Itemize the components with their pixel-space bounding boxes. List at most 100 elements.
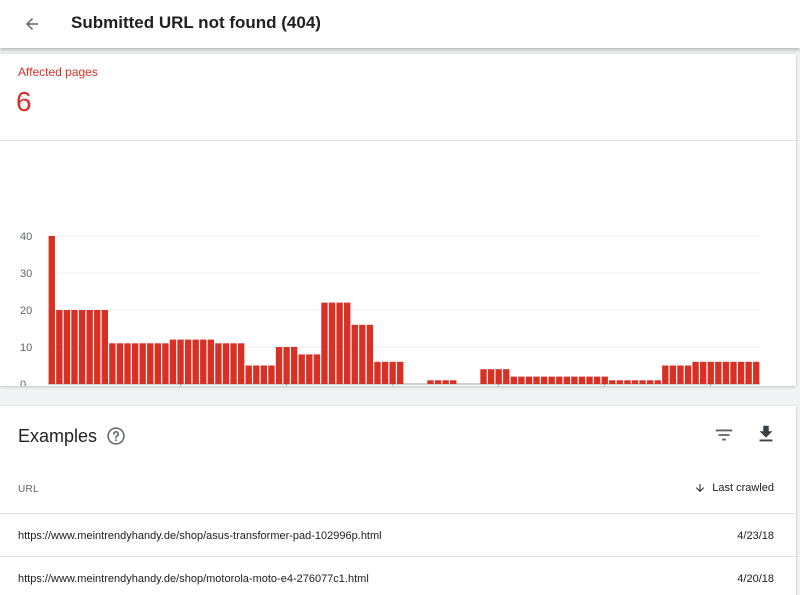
chart-bar[interactable] [71,310,78,384]
chart-bar[interactable] [184,339,192,384]
chart-bar[interactable] [245,365,252,385]
chart-bar[interactable] [609,380,616,384]
chart-bar[interactable] [381,361,389,384]
chart-bar[interactable] [366,324,374,384]
chart-bar[interactable] [700,361,707,384]
chart-bar[interactable] [253,365,260,385]
column-header-last-crawled[interactable]: Last crawled [694,482,774,494]
chart-bar[interactable] [359,324,366,384]
chart-bar[interactable] [230,343,237,384]
chart-bar[interactable] [427,380,434,384]
chart-bar[interactable] [162,343,169,384]
back-button[interactable] [18,10,46,38]
chart-bar[interactable] [86,310,93,384]
download-icon[interactable] [755,423,777,445]
chart-bar[interactable] [616,380,624,384]
chart-bar[interactable] [745,361,752,384]
chart-bar[interactable] [139,343,146,384]
row-url[interactable]: https://www.meintrendyhandy.de/shop/moto… [18,573,369,585]
chart-bar[interactable] [525,376,533,384]
chart-bar[interactable] [344,302,351,384]
chart-bar[interactable] [207,339,215,384]
chart-bar[interactable] [63,310,71,384]
chart-bar[interactable] [94,310,101,384]
chart-bar[interactable] [222,343,230,384]
chart-bar[interactable] [730,361,737,384]
chart-bar[interactable] [109,343,116,384]
chart-bar[interactable] [215,343,222,384]
chart-bar[interactable] [677,365,684,385]
chart-bar[interactable] [684,365,692,385]
chart-bar[interactable] [518,376,525,384]
chart-bar[interactable] [283,347,290,384]
chart-bar[interactable] [540,376,548,384]
chart-bar[interactable] [389,361,396,384]
chart-bar[interactable] [631,380,639,384]
chart-bar[interactable] [707,361,714,384]
chart-bar[interactable] [397,361,404,384]
chart-bar[interactable] [692,361,699,384]
chart-bar[interactable] [480,369,487,384]
chart-bar[interactable] [654,380,661,384]
chart-bar[interactable] [434,380,442,384]
chart-bar[interactable] [571,376,578,384]
chart-bar[interactable] [351,324,358,384]
chart-bar[interactable] [753,361,760,384]
chart-bar[interactable] [646,380,654,384]
chart-bar[interactable] [169,339,177,384]
chart-bar[interactable] [662,365,669,385]
chart-bar[interactable] [200,339,207,384]
chart-bar[interactable] [237,343,245,384]
chart-bar[interactable] [56,310,63,384]
chart-bar[interactable] [556,376,563,384]
chart-bar[interactable] [624,380,631,384]
chart-bar[interactable] [101,310,108,384]
chart-bar[interactable] [578,376,586,384]
chart-bar[interactable] [669,365,677,385]
chart-bar[interactable] [268,365,275,385]
help-circle-icon[interactable] [106,426,126,446]
chart-bar[interactable] [321,302,328,384]
table-row[interactable]: https://www.meintrendyhandy.de/shop/asus… [0,514,796,556]
chart-bar[interactable] [147,343,154,384]
chart-bar[interactable] [533,376,540,384]
chart-bar[interactable] [503,369,510,384]
chart-bar[interactable] [131,343,139,384]
chart-bar[interactable] [290,347,298,384]
chart-bar[interactable] [593,376,601,384]
chart-bar[interactable] [116,343,124,384]
y-tick-label: 20 [20,305,32,317]
chart-bar[interactable] [442,380,449,384]
chart-bar[interactable] [260,365,268,385]
chart-bar[interactable] [563,376,571,384]
chart-bar[interactable] [487,369,495,384]
chart-bar[interactable] [495,369,502,384]
chart-bar[interactable] [715,361,722,384]
chart-bar[interactable] [78,310,86,384]
chart-bar[interactable] [154,343,162,384]
chart-bar[interactable] [124,343,131,384]
chart-bar[interactable] [450,380,457,384]
table-row[interactable]: https://www.meintrendyhandy.de/shop/moto… [0,557,796,595]
chart-bar[interactable] [275,347,283,384]
chart-bar[interactable] [298,354,305,384]
chart-bar[interactable] [192,339,199,384]
affected-pages-label[interactable]: Affected pages [18,65,98,79]
chart-bar[interactable] [306,354,313,384]
chart-bar[interactable] [328,302,336,384]
chart-bar[interactable] [601,376,608,384]
row-url[interactable]: https://www.meintrendyhandy.de/shop/asus… [18,530,382,542]
chart-bar[interactable] [374,361,381,384]
chart-bar[interactable] [313,354,321,384]
chart-bar[interactable] [722,361,730,384]
chart-bar[interactable] [737,361,745,384]
chart-bar[interactable] [510,376,518,384]
app-header: Submitted URL not found (404) [0,0,800,48]
chart-bar[interactable] [177,339,184,384]
chart-bar[interactable] [336,302,343,384]
chart-bar[interactable] [586,376,593,384]
filter-icon[interactable] [713,424,735,446]
chart-bar[interactable] [48,236,55,384]
chart-bar[interactable] [639,380,646,384]
chart-bar[interactable] [548,376,555,384]
